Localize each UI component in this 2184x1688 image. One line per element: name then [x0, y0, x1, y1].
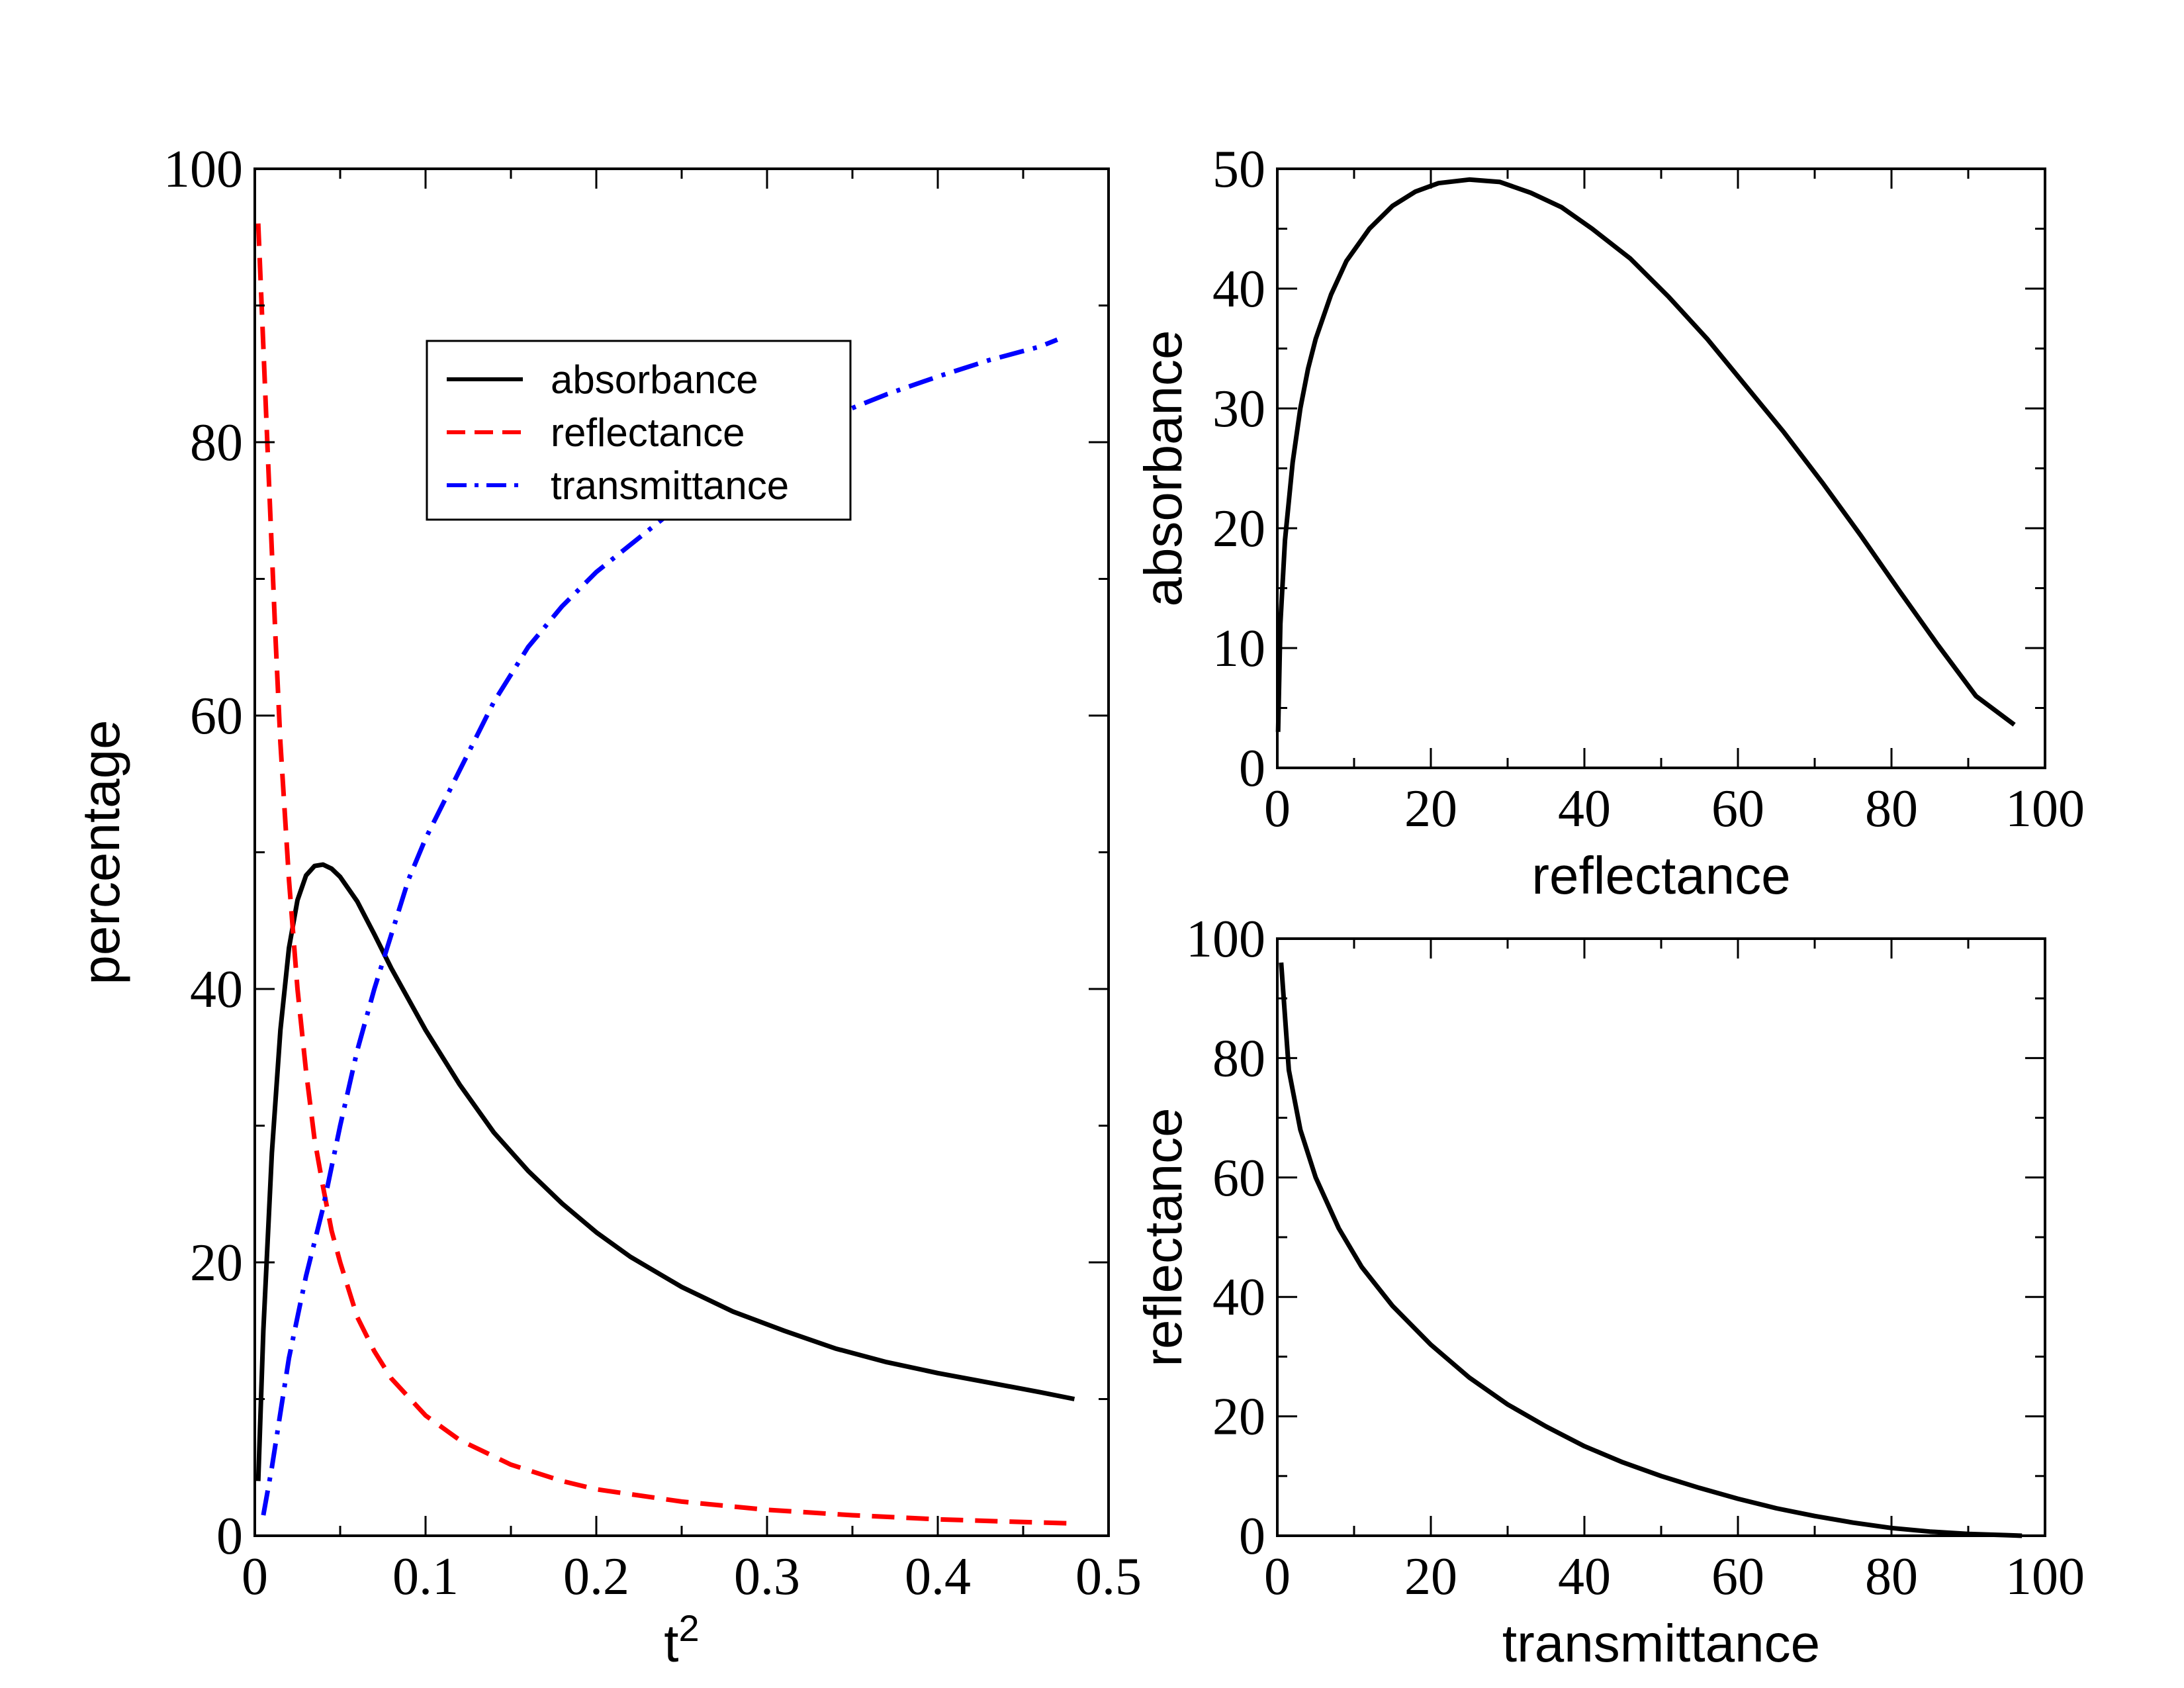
legend: absorbance reflectance transmittance [426, 340, 852, 521]
plot-frame [1276, 167, 2046, 769]
y-tick-label: 20 [190, 1234, 243, 1292]
x-tick-label: 80 [1865, 1548, 1918, 1606]
y-tick-label: 0 [1239, 1507, 1265, 1566]
legend-box [426, 340, 852, 521]
chart-top-right: 0 20 40 60 80 100 0 10 20 30 40 50 reflectance absorb… [1134, 140, 2085, 905]
x-tick-label: 80 [1865, 780, 1918, 838]
x-tick-label: 20 [1404, 1548, 1457, 1606]
x-axis-label-superscript: 2 [679, 1607, 700, 1649]
y-tick-label: 30 [1212, 380, 1265, 438]
legend-label-absorbance: absorbance [551, 357, 758, 402]
y-tick-label: 50 [1212, 140, 1265, 199]
y-tick-label: 0 [216, 1507, 243, 1566]
y-tick-label: 40 [1212, 1268, 1265, 1327]
y-tick-label: 80 [1212, 1029, 1265, 1088]
y-tick-label: 80 [190, 414, 243, 472]
x-tick-label: 40 [1558, 780, 1611, 838]
y-tick-label: 20 [1212, 500, 1265, 558]
y-axis-label: absorbance [1134, 330, 1193, 606]
y-tick-label: 60 [190, 687, 243, 745]
chart-bottom-right: 0 20 40 60 80 100 0 20 40 60 80 100 transmittance ref… [1134, 910, 2085, 1673]
x-tick-label: 0.3 [734, 1548, 800, 1606]
x-tick-label: 100 [2005, 1548, 2085, 1606]
y-tick-label: 40 [190, 961, 243, 1019]
x-tick-label: 0.4 [905, 1548, 971, 1606]
x-axis-label: t2 [664, 1607, 699, 1673]
y-axis-label: percentage [71, 720, 130, 984]
x-axis-label: transmittance [1502, 1614, 1820, 1673]
y-axis-label: reflectance [1134, 1107, 1193, 1366]
x-tick-label: 100 [2005, 780, 2085, 838]
y-tick-label: 10 [1212, 620, 1265, 678]
x-tick-label: 60 [1711, 1548, 1764, 1606]
y-tick-label: 100 [1186, 910, 1265, 968]
x-tick-label: 0.5 [1075, 1548, 1142, 1606]
y-tick-label: 0 [1239, 739, 1265, 798]
x-tick-label: 0 [242, 1548, 268, 1606]
x-tick-label: 40 [1558, 1548, 1611, 1606]
y-tick-label: 60 [1212, 1149, 1265, 1207]
y-tick-label: 40 [1212, 260, 1265, 318]
legend-label-transmittance: transmittance [551, 463, 789, 508]
legend-label-reflectance: reflectance [551, 410, 745, 455]
chart-main: 0 0.1 0.2 0.3 0.4 0.5 0 20 40 60 80 100 t2 percentage… [71, 140, 1142, 1673]
x-tick-label: 0.1 [392, 1548, 459, 1606]
x-tick-label: 0.2 [563, 1548, 629, 1606]
series-line-reflectance [255, 223, 1075, 1526]
y-tick-label: 20 [1212, 1388, 1265, 1446]
series-line-bottom-right [1279, 962, 2023, 1538]
x-tick-label: 60 [1711, 780, 1764, 838]
series-line-transmittance [261, 337, 1058, 1516]
y-tick-label: 100 [163, 140, 243, 199]
series-line-top-right [1275, 177, 2016, 732]
plot-frame [1276, 937, 2046, 1537]
x-tick-label: 0 [1264, 780, 1291, 838]
x-tick-label: 0 [1264, 1548, 1291, 1606]
series-line-absorbance [255, 862, 1075, 1481]
x-tick-label: 20 [1404, 780, 1457, 838]
x-axis-label: reflectance [1531, 846, 1790, 905]
